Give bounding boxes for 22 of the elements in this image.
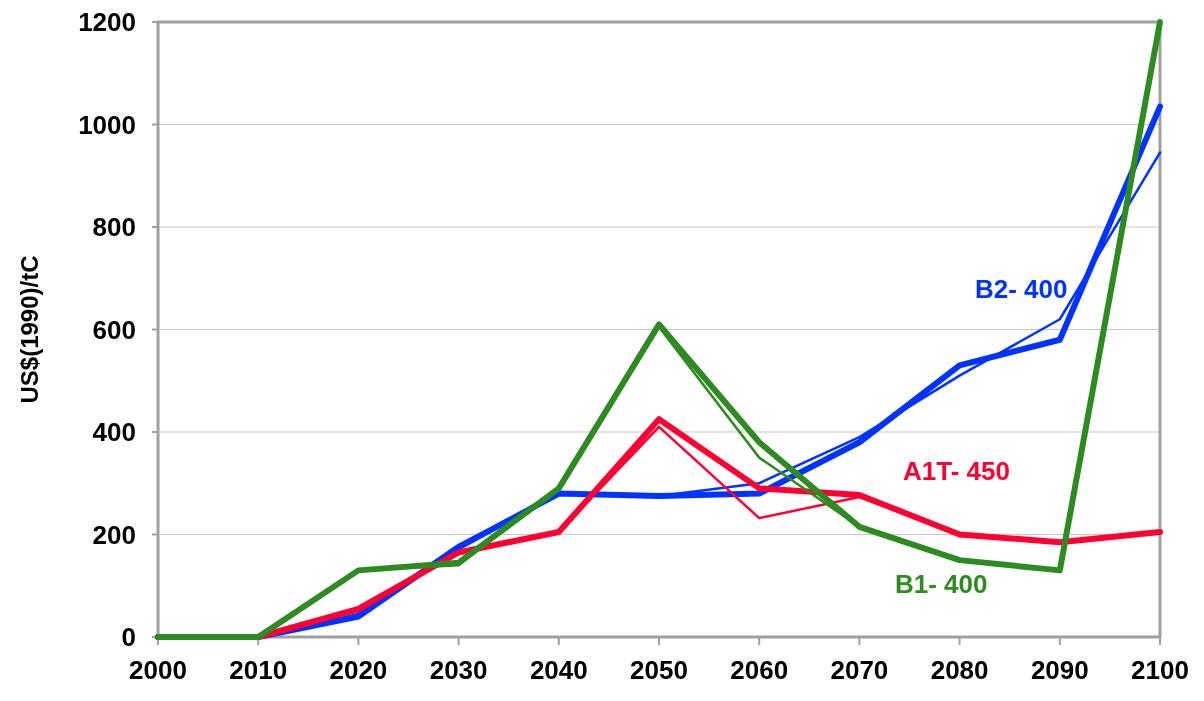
x-tick-label: 2000 [129,655,187,685]
y-tick-label: 1000 [78,109,136,140]
y-axis-title: US$(1990)/tC [16,255,43,404]
y-tick-label: 600 [92,314,136,345]
x-tick-label: 2010 [229,655,288,685]
x-tick-label: 2080 [930,655,989,685]
x-tick-label: 2040 [529,655,588,685]
x-tick-label: 2070 [830,655,889,685]
y-tick-label: 400 [92,417,136,447]
x-tick-label: 2020 [329,655,388,685]
x-tick-label: 2030 [429,655,488,685]
y-tick-label: 1200 [78,7,136,37]
series-label: B1- 400 [895,569,988,599]
y-tick-label: 0 [121,622,136,652]
x-tick-label: 2100 [1131,655,1189,685]
x-tick-label: 2090 [1030,655,1089,685]
x-tick-label: 2050 [630,655,688,685]
y-tick-label: 800 [92,212,136,242]
x-tick-label: 2060 [730,655,789,685]
y-tick-label: 200 [92,519,136,550]
series-label: A1T- 450 [903,456,1010,486]
series-label: B2- 400 [975,274,1068,304]
